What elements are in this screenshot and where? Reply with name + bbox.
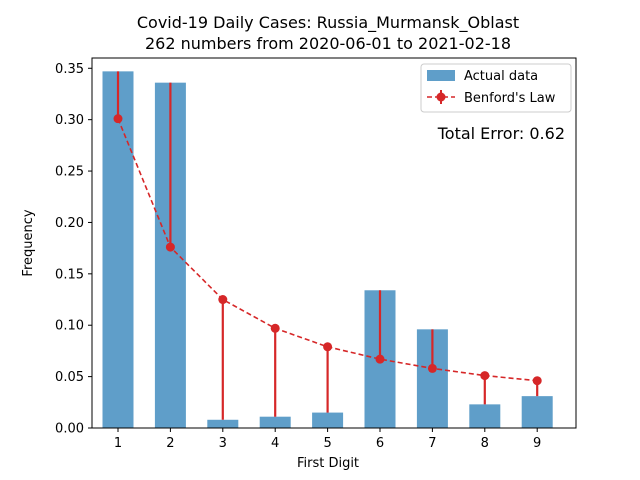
total-error-annotation: Total Error: 0.62: [437, 124, 565, 143]
legend: Actual data Benford's Law: [420, 63, 572, 113]
benford-point-digit-9: [532, 376, 542, 386]
y-tick-label: 0.15: [55, 267, 84, 282]
y-tick-label: 0.35: [55, 62, 84, 77]
benford-point-digit-7: [427, 363, 437, 373]
benford-point-digit-5: [323, 342, 333, 352]
bar-digit-8: [469, 404, 501, 428]
legend-actual-swatch: [427, 70, 455, 81]
y-tick-label: 0.10: [55, 319, 84, 334]
x-tick-label: 3: [219, 436, 227, 451]
error-lines-group: [116, 71, 539, 420]
bar-digit-1: [102, 71, 134, 428]
x-tick-label: 8: [481, 436, 489, 451]
legend-actual-label: Actual data: [464, 69, 538, 84]
x-tick-label: 5: [323, 436, 331, 451]
legend-box: [420, 63, 572, 113]
benford-point-digit-6: [375, 354, 385, 364]
x-axis-ticks: 1 2 3 4 5 6 7 8 9: [114, 428, 541, 451]
bar-digit-9: [521, 396, 553, 428]
x-tick-label: 7: [428, 436, 436, 451]
benford-point-digit-2: [165, 242, 175, 252]
y-tick-label: 0.30: [55, 113, 84, 128]
benford-point-digit-3: [218, 295, 228, 305]
bar-digit-4: [259, 416, 291, 428]
x-tick-label: 4: [271, 436, 279, 451]
y-tick-label: 0.20: [55, 216, 84, 231]
y-axis-label: Frequency: [21, 209, 36, 276]
legend-benford-marker: [436, 92, 446, 102]
x-tick-label: 2: [166, 436, 174, 451]
bar-digit-5: [312, 412, 344, 428]
legend-benford-label: Benford's Law: [464, 91, 556, 106]
plot-frame: [91, 57, 577, 429]
chart-title-line1: Covid-19 Daily Cases: Russia_Murmansk_Ob…: [137, 13, 519, 33]
benford-point-digit-8: [480, 371, 490, 381]
y-axis-ticks: 0.00 0.05 0.10 0.15 0.20 0.25 0.30 0.35: [55, 62, 92, 437]
benford-point-digit-4: [270, 323, 280, 333]
y-tick-label: 0.25: [55, 165, 84, 180]
y-tick-label: 0.05: [55, 370, 84, 385]
benford-point-digit-1: [113, 114, 123, 124]
x-axis-label: First Digit: [297, 456, 359, 471]
y-tick-label: 0.00: [55, 422, 84, 437]
bar-digit-3: [207, 419, 239, 428]
benford-line-group: [113, 114, 542, 386]
x-tick-label: 1: [114, 436, 122, 451]
x-tick-label: 6: [376, 436, 384, 451]
x-tick-label: 9: [533, 436, 541, 451]
chart-title-line2: 262 numbers from 2020-06-01 to 2021-02-1…: [145, 34, 511, 53]
